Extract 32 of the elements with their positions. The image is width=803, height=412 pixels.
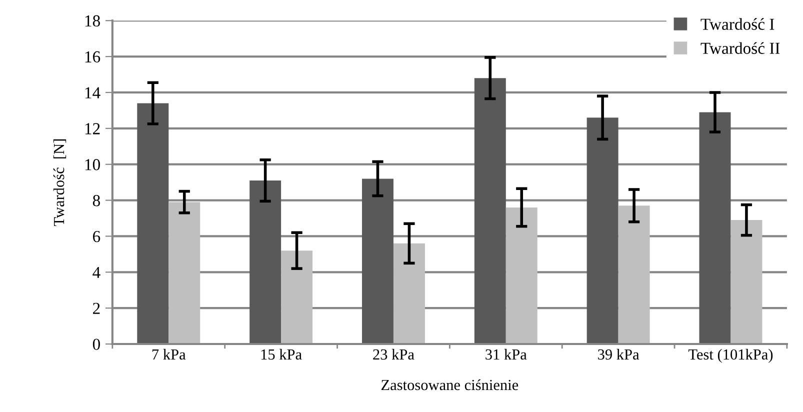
bar: [699, 112, 731, 344]
legend-label: Twardość II: [700, 42, 780, 54]
x-tick-label: 7 kPa: [152, 348, 186, 360]
y-tick-label: 18: [85, 15, 100, 27]
bar: [586, 118, 618, 344]
bar: [250, 180, 282, 344]
y-tick-label: 2: [93, 302, 100, 314]
y-tick-label: 14: [85, 87, 100, 98]
bar: [393, 243, 425, 344]
bar: [730, 220, 762, 344]
bar: [474, 78, 506, 344]
legend-label: Twardość I: [700, 18, 774, 30]
x-tick-label: Test (101kPa): [688, 348, 773, 363]
bar: [168, 202, 200, 344]
x-axis-title: Zastosowane ciśnienie: [381, 379, 518, 390]
y-tick-label: 4: [92, 266, 100, 278]
bar: [506, 207, 538, 344]
y-tick-label: 6: [92, 230, 100, 242]
x-tick-label: 23 kPa: [373, 348, 414, 360]
y-tick-label: 0: [92, 338, 100, 350]
y-tick-label: 10: [85, 159, 100, 170]
bar: [137, 103, 169, 344]
bar: [281, 250, 313, 344]
y-tick-label: 8: [92, 194, 100, 206]
bar: [362, 178, 394, 344]
x-tick-label: 31 kPa: [486, 348, 527, 360]
bar: [618, 206, 650, 344]
y-axis-title: Twardość [N]: [53, 139, 66, 226]
x-tick-label: 15 kPa: [261, 348, 302, 360]
x-tick-label: 39 kPa: [598, 348, 640, 360]
y-tick-label: 12: [85, 123, 100, 134]
y-tick-label: 16: [85, 51, 100, 62]
